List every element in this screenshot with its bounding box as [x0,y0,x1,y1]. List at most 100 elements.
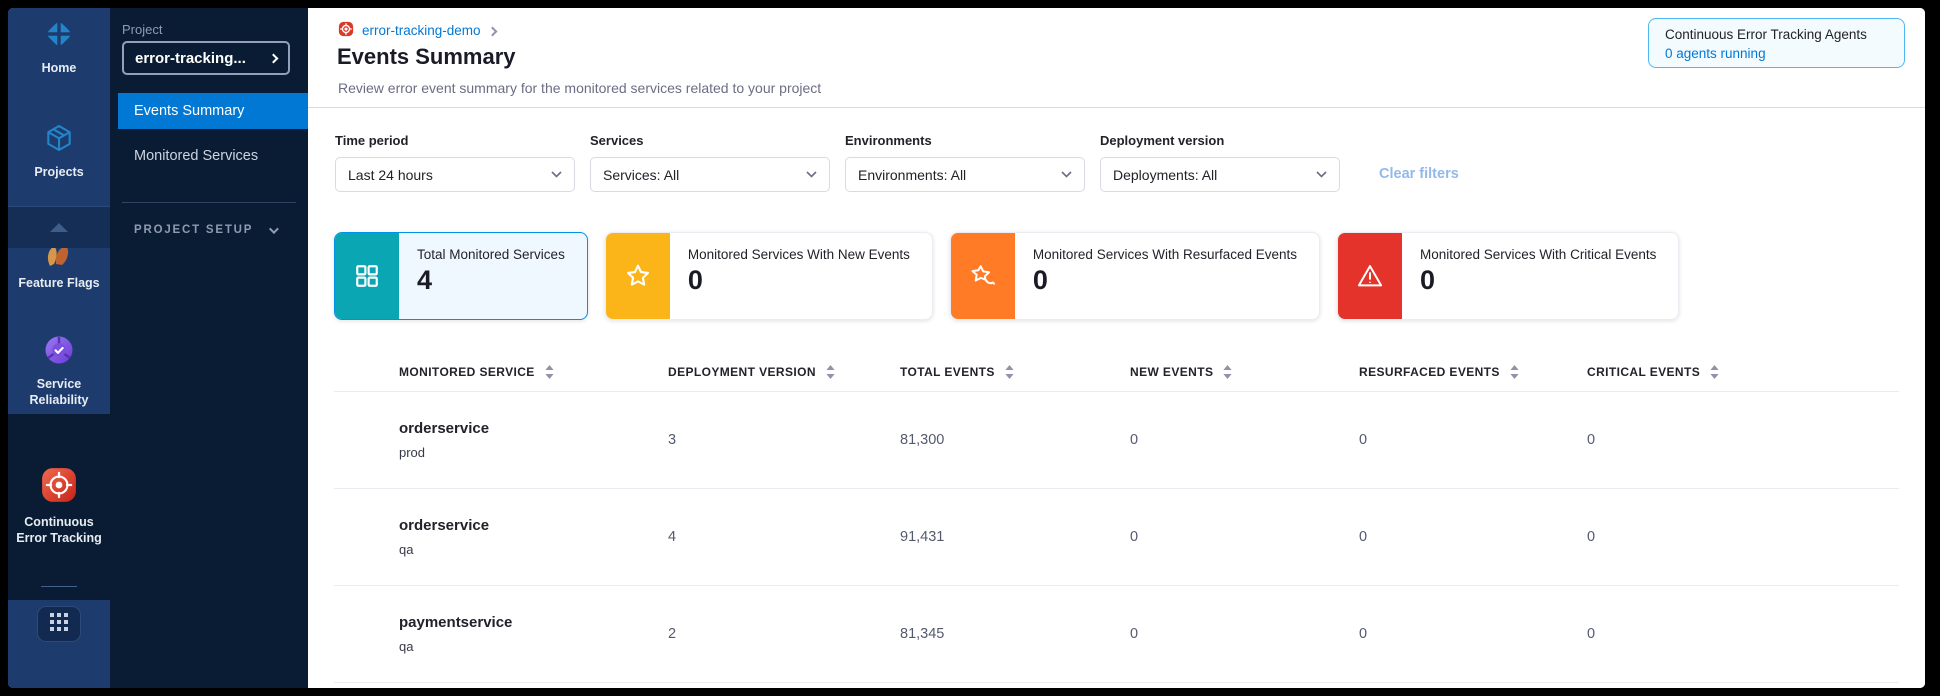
filter-label: Deployment version [1100,133,1225,148]
filter-environments: Environments Environments: All [845,133,1085,192]
chevron-down-icon [806,171,817,178]
sidebar-item-home[interactable]: Home [8,18,110,76]
project-sidebar: Project error-tracking... Events Summary… [110,8,308,688]
card-value: 4 [417,265,433,295]
service-environment: prod [399,445,426,460]
total-events-value: 81,345 [900,626,945,642]
table-row[interactable]: orderservice qa 4 91,431 0 0 0 [334,489,1899,586]
card-label: Monitored Services With New Events [687,247,910,262]
monitored-services-grid-icon [335,233,399,319]
breadcrumb: error-tracking-demo [338,21,497,40]
critical-events-value: 0 [1587,626,1596,642]
sidebar-bottom-panel [8,600,110,688]
column-label: NEW EVENTS [1130,364,1214,379]
filter-label: Services [590,133,644,148]
chevron-down-icon [269,223,280,234]
card-new-events[interactable]: Monitored Services With New Events 0 [604,232,933,320]
sidebar-item-label: Service Reliability [29,377,89,408]
column-resurfaced-events[interactable]: RESURFACED EVENTS [1359,364,1587,379]
project-section-label: Project [122,22,163,37]
sidebar-item-label: Projects [34,165,84,179]
sort-icon [826,364,835,379]
error-tracking-icon [40,466,78,509]
summary-cards: Total Monitored Services 4 Monitored Ser… [334,232,1680,320]
column-label: TOTAL EVENTS [900,364,995,379]
card-critical-events[interactable]: Monitored Services With Critical Events … [1337,232,1680,320]
filters-bar: Time period Last 24 hours Services Servi… [335,133,1459,192]
select-value: Services: All [603,166,680,183]
main-content: error-tracking-demo Events Summary Revie… [308,8,1925,688]
agents-running-link[interactable]: 0 agents running [1665,46,1766,61]
filter-label: Time period [335,133,409,148]
sort-icon [1005,364,1014,379]
total-events-value: 91,431 [900,529,945,545]
table-row[interactable]: orderservice prod 3 81,300 0 0 0 [334,392,1899,489]
resurfaced-events-star-arrow-icon [950,233,1015,319]
nav-item-label: Monitored Services [134,148,259,164]
sidebar-item-label: Home [41,61,77,75]
deployment-version-value: 3 [668,432,677,448]
chevron-right-icon [268,53,279,63]
card-body: Monitored Services With Critical Events … [1402,233,1678,319]
nav-item-label: Events Summary [134,103,245,119]
home-icon [43,18,75,55]
column-total-events[interactable]: TOTAL EVENTS [900,364,1130,379]
column-monitored-service[interactable]: MONITORED SERVICE [334,364,668,379]
chevron-right-icon [487,26,497,36]
feature-flags-icon [42,248,76,270]
sidebar-divider [41,586,77,587]
service-name: orderservice [399,420,490,437]
service-cell: paymentservice qa [334,614,668,654]
project-setup-toggle[interactable]: PROJECT SETUP [134,223,280,236]
chevron-up-icon [50,223,68,232]
critical-events-value: 0 [1587,529,1596,545]
sidebar-item-feature-flags[interactable]: Feature Flags [8,248,110,291]
sidebar-item-label: Feature Flags [18,276,100,290]
service-name: orderservice [399,517,490,534]
card-body: Total Monitored Services 4 [399,233,587,319]
card-value: 0 [1420,265,1436,295]
column-new-events[interactable]: NEW EVENTS [1130,364,1359,379]
projects-icon [43,122,75,159]
sidebar-scroll-up[interactable] [8,206,110,248]
card-label: Monitored Services With Resurfaced Event… [1032,247,1298,262]
sidebar-item-monitored-services[interactable]: Monitored Services [118,138,308,174]
module-panel: Home Projects Feature Flags [8,8,110,414]
project-setup-label: PROJECT SETUP [134,224,254,236]
critical-events-value: 0 [1587,432,1596,448]
sidebar-item-projects[interactable]: Projects [8,122,110,180]
card-resurfaced-events[interactable]: Monitored Services With Resurfaced Event… [949,232,1321,320]
agents-panel-title: Continuous Error Tracking Agents [1665,27,1867,42]
project-selector[interactable]: error-tracking... [122,41,290,75]
sidebar-item-continuous-error-tracking[interactable]: Continuous Error Tracking [8,466,110,547]
sidebar-item-service-reliability[interactable]: Service Reliability [8,334,110,409]
column-label: DEPLOYMENT VERSION [668,364,816,379]
agents-panel[interactable]: Continuous Error Tracking Agents 0 agent… [1648,18,1905,68]
deployments-select[interactable]: Deployments: All [1100,157,1340,192]
page-title: Events Summary [337,44,516,69]
sidebar-item-events-summary[interactable]: Events Summary [118,93,308,129]
module-picker-button[interactable] [37,606,81,642]
environments-select[interactable]: Environments: All [845,157,1085,192]
filter-deployment-version: Deployment version Deployments: All [1100,133,1340,192]
select-value: Last 24 hours [348,166,433,183]
time-period-select[interactable]: Last 24 hours [335,157,575,192]
column-critical-events[interactable]: CRITICAL EVENTS [1587,364,1899,379]
sort-icon [1510,364,1519,379]
card-total-monitored-services[interactable]: Total Monitored Services 4 [334,232,588,320]
resurfaced-events-value: 0 [1359,529,1368,545]
filter-services: Services Services: All [590,133,830,192]
sort-icon [1710,364,1719,379]
table-row[interactable]: paymentservice qa 2 81,345 0 0 0 [334,586,1899,683]
service-reliability-icon [43,334,75,371]
column-label: RESURFACED EVENTS [1359,364,1500,379]
card-label: Monitored Services With Critical Events [1420,247,1657,262]
breadcrumb-project-link[interactable]: error-tracking-demo [362,23,481,38]
critical-events-warning-icon [1338,233,1403,319]
card-label: Total Monitored Services [417,247,565,262]
sort-icon [1223,364,1232,379]
column-deployment-version[interactable]: DEPLOYMENT VERSION [668,364,900,379]
clear-filters-button[interactable]: Clear filters [1379,166,1459,182]
services-select[interactable]: Services: All [590,157,830,192]
table-header-row: MONITORED SERVICE DEPLOYMENT VERSION TOT… [334,352,1899,392]
